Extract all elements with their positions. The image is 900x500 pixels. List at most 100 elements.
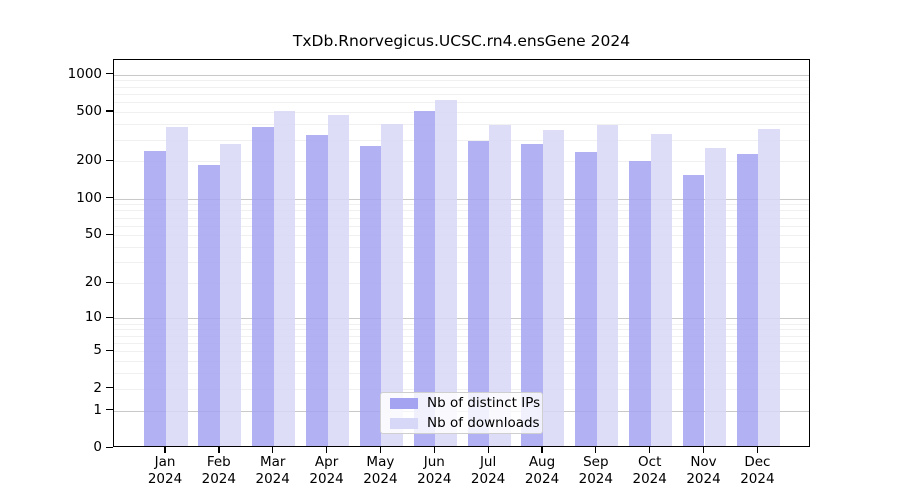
x-tick-label: Jan 2024 — [129, 454, 201, 487]
y-tick-mark — [106, 387, 113, 389]
y-tick-mark — [106, 446, 113, 448]
x-tick-year: 2024 — [632, 470, 667, 487]
x-tick-mark — [595, 447, 597, 453]
gridline-minor — [114, 102, 809, 104]
gridline-major — [114, 318, 809, 320]
x-tick-mark — [272, 447, 274, 453]
x-tick-year: 2024 — [147, 470, 183, 487]
y-tick-label: 200 — [76, 152, 102, 169]
gridline-minor — [114, 210, 809, 212]
bar-downloads-apr — [327, 115, 350, 446]
x-tick-label: Jun 2024 — [398, 454, 470, 487]
x-tick-label: Sep 2024 — [560, 454, 632, 487]
gridline-minor — [114, 93, 809, 95]
x-tick-year: 2024 — [363, 470, 398, 487]
x-tick-month: Mar — [259, 454, 286, 470]
bar-downloads-nov — [704, 148, 727, 446]
y-tick-label: 0 — [93, 439, 102, 455]
gridline-minor — [114, 351, 809, 353]
bar-downloads-oct — [650, 134, 673, 446]
plot-area — [113, 59, 810, 447]
legend-row-distinct-ips: Nb of distinct IPs — [390, 395, 540, 411]
gridline-minor — [114, 225, 809, 227]
x-tick-label: Jul 2024 — [452, 454, 524, 487]
gridline-minor — [114, 335, 809, 337]
y-tick-mark — [106, 349, 113, 351]
x-tick-year: 2024 — [740, 470, 775, 487]
x-tick-mark — [702, 447, 705, 453]
downloads-swatch-icon — [390, 417, 418, 429]
gridline-minor — [114, 388, 809, 390]
bar-ips-nov — [682, 174, 705, 446]
y-tick-label: 20 — [84, 274, 102, 291]
x-tick-month: Feb — [206, 454, 231, 470]
gridline-minor — [114, 204, 809, 206]
gridline-minor — [114, 161, 809, 163]
x-tick-year: 2024 — [524, 470, 560, 487]
gridline-minor — [114, 217, 809, 219]
y-tick-label: 50 — [84, 226, 102, 243]
x-tick-month: Dec — [744, 454, 771, 470]
y-tick-mark — [106, 409, 113, 411]
bar-downloads-jan — [166, 126, 188, 446]
x-tick-year: 2024 — [309, 470, 344, 487]
x-tick-mark — [164, 447, 166, 453]
y-tick-mark — [106, 281, 113, 284]
x-tick-month: May — [366, 454, 395, 470]
x-tick-year: 2024 — [255, 470, 290, 487]
x-tick-mark — [433, 447, 435, 453]
y-tick-mark — [106, 110, 113, 112]
x-tick-label: May 2024 — [344, 454, 416, 487]
x-tick-mark — [379, 447, 382, 453]
y-tick-label: 500 — [76, 102, 102, 119]
x-tick-year: 2024 — [470, 470, 506, 487]
gridline-minor — [114, 361, 809, 362]
y-tick-label: 1 — [93, 401, 102, 418]
x-tick-mark — [487, 447, 489, 453]
bar-downloads-dec — [758, 129, 780, 446]
bar-ips-aug — [521, 143, 543, 446]
gridline-minor — [114, 373, 809, 375]
x-tick-year: 2024 — [201, 470, 236, 487]
bar-ips-jan — [144, 150, 166, 446]
gridline-minor — [114, 111, 809, 113]
x-tick-label: Oct 2024 — [614, 454, 686, 487]
bar-downloads-aug — [542, 129, 565, 446]
x-tick-mark — [325, 447, 328, 453]
x-tick-month: Apr — [314, 454, 339, 470]
gridline-major — [114, 74, 809, 76]
y-tick-label: 2 — [93, 379, 102, 396]
x-tick-month: Sep — [583, 454, 609, 470]
distinct-ips-swatch-icon — [390, 397, 418, 409]
y-tick-mark — [106, 159, 113, 162]
y-tick-mark — [106, 233, 113, 236]
gridline-major — [114, 198, 809, 200]
gridline-minor — [114, 124, 809, 125]
x-tick-month: Nov — [690, 454, 717, 470]
bar-downloads-mar — [273, 111, 296, 446]
gridline-minor — [114, 283, 809, 285]
x-tick-year: 2024 — [417, 470, 452, 487]
legend-label-distinct-ips: Nb of distinct IPs — [427, 395, 541, 411]
bar-ips-sep — [575, 151, 597, 446]
legend: Nb of distinct IPs Nb of downloads — [380, 392, 543, 434]
y-tick-label: 1000 — [67, 65, 102, 82]
gridline-minor — [114, 235, 809, 237]
gridline-minor — [114, 247, 809, 249]
x-tick-mark — [649, 447, 651, 453]
x-tick-mark — [218, 447, 220, 453]
bar-downloads-sep — [596, 124, 619, 446]
bar-downloads-feb — [219, 144, 242, 446]
x-tick-mark — [541, 447, 543, 453]
x-tick-month: Oct — [638, 454, 662, 470]
bar-downloads-may — [381, 124, 403, 446]
x-tick-label: Nov 2024 — [668, 454, 740, 487]
x-tick-mark — [756, 447, 759, 453]
bar-downloads-jul — [489, 125, 511, 446]
x-tick-month: Jul — [479, 454, 497, 470]
bar-ips-jun — [413, 110, 436, 446]
bar-downloads-jun — [435, 100, 457, 446]
gridline-minor — [114, 86, 809, 88]
legend-label-downloads: Nb of downloads — [427, 415, 540, 431]
y-tick-label: 5 — [93, 342, 102, 359]
